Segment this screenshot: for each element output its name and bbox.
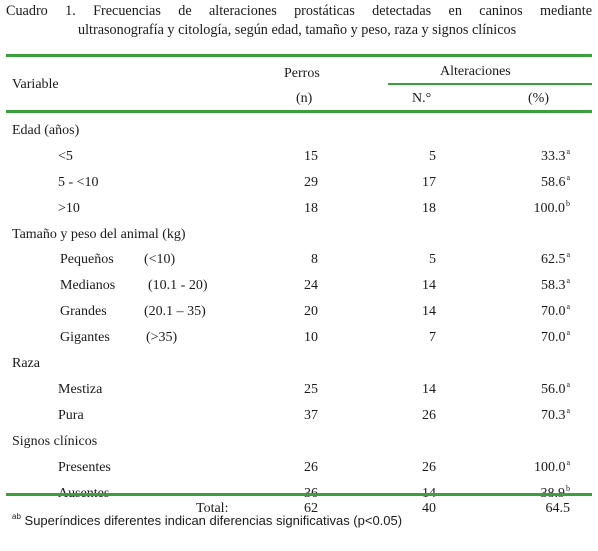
table-caption: Cuadro 1. Frecuencias de alteraciones pr…	[6, 2, 592, 40]
row-label: >10	[58, 200, 80, 216]
row-n: 8	[311, 252, 318, 268]
alteraciones-subrule	[388, 83, 592, 85]
row-n: 29	[304, 174, 318, 190]
footnote: ab Superíndices diferentes indican difer…	[12, 512, 402, 530]
header-perros: Perros	[284, 66, 320, 81]
row-label: Pequeños	[60, 252, 114, 268]
row-range: (20.1 – 35)	[144, 304, 206, 320]
row-pct-value: 33.3	[540, 148, 566, 164]
caption-line-2: ultrasonografía y citología, según edad,…	[78, 22, 517, 38]
row-pct: 56.0a	[520, 381, 570, 399]
row-label: Grandes	[60, 304, 107, 320]
row-no: 14	[422, 382, 436, 398]
row-n: 25	[304, 382, 318, 398]
header-pct: (%)	[528, 91, 549, 106]
row-pct: 70.0a	[520, 303, 570, 321]
row-label: Pura	[58, 408, 84, 424]
row-no: 18	[422, 200, 436, 216]
row-pct-value: 70.0	[540, 330, 566, 346]
top-rule	[6, 54, 592, 57]
row-n: 18	[304, 200, 318, 216]
group-label: Edad (años)	[12, 123, 80, 138]
footnote-superscript: ab	[12, 512, 21, 521]
row-no: 5	[429, 252, 436, 268]
row-range: (10.1 - 20)	[148, 278, 208, 294]
row-pct-value: 100.0	[533, 459, 566, 475]
row-pct: 62.5a	[520, 251, 570, 269]
total-no: 40	[422, 501, 436, 516]
row-no: 26	[422, 408, 436, 424]
row-label: <5	[58, 148, 73, 164]
row-pct-value: 58.3	[540, 278, 566, 294]
row-no: 17	[422, 174, 436, 190]
row-label: Mestiza	[58, 382, 103, 398]
header-rule	[6, 110, 592, 113]
row-pct-superscript: a	[566, 172, 570, 182]
row-pct-value: 70.3	[540, 408, 566, 424]
row-no: 5	[429, 148, 436, 164]
row-pct-value: 70.0	[540, 304, 566, 320]
total-n: 62	[304, 501, 318, 516]
row-pct: 100.0a	[520, 457, 570, 477]
group-label: Raza	[12, 356, 40, 372]
row-pct: 58.3a	[520, 277, 570, 295]
row-pct-value: 58.6	[540, 174, 566, 190]
row-n: 24	[304, 278, 318, 294]
header-no: N.°	[412, 91, 432, 106]
row-range: (<10)	[144, 252, 176, 268]
row-pct-superscript: b	[566, 483, 570, 493]
row-pct: 33.3a	[520, 146, 570, 166]
header-perros-unit: (n)	[296, 91, 313, 106]
row-no: 26	[422, 459, 436, 475]
row-label: Gigantes	[60, 330, 110, 346]
row-range: (>35)	[146, 330, 178, 346]
row-no: 14	[422, 278, 436, 294]
row-pct-superscript: a	[566, 276, 570, 286]
row-pct-value: 56.0	[540, 382, 566, 398]
row-pct-superscript: b	[566, 198, 570, 208]
total-rule	[6, 493, 592, 496]
row-pct-superscript: a	[566, 250, 570, 260]
row-n: 20	[304, 304, 318, 320]
row-n: 37	[304, 408, 318, 424]
row-label: Medianos	[60, 278, 116, 294]
row-pct-superscript: a	[566, 146, 570, 156]
header-variable: Variable	[12, 77, 59, 92]
row-n: 26	[304, 459, 318, 475]
row-pct-superscript: a	[566, 302, 570, 312]
row-pct: 58.6a	[520, 172, 570, 192]
row-no: 7	[429, 330, 436, 346]
caption-line-1: Cuadro 1. Frecuencias de alteraciones pr…	[6, 3, 592, 19]
row-label: Presentes	[58, 459, 111, 475]
row-pct: 70.3a	[520, 407, 570, 425]
row-pct: 70.0a	[520, 329, 570, 347]
header-alteraciones: Alteraciones	[440, 64, 511, 79]
row-pct-value: 100.0	[533, 200, 566, 216]
row-n: 10	[304, 330, 318, 346]
total-label: Total:	[196, 501, 229, 516]
group-label: Tamaño y peso del animal (kg)	[12, 226, 186, 242]
row-pct-superscript: a	[566, 406, 570, 416]
row-n: 15	[304, 148, 318, 164]
row-no: 14	[422, 304, 436, 320]
row-pct-superscript: a	[566, 380, 570, 390]
row-pct-superscript: a	[566, 457, 570, 467]
row-pct-value: 62.5	[540, 252, 566, 268]
total-pct: 64.5	[545, 501, 571, 516]
row-label: 5 - <10	[58, 174, 99, 190]
row-pct: 100.0b	[520, 198, 571, 218]
group-label: Signos clínicos	[12, 434, 98, 450]
row-pct-superscript: a	[566, 328, 570, 338]
footnote-text: Superíndices diferentes indican diferenc…	[20, 513, 403, 528]
